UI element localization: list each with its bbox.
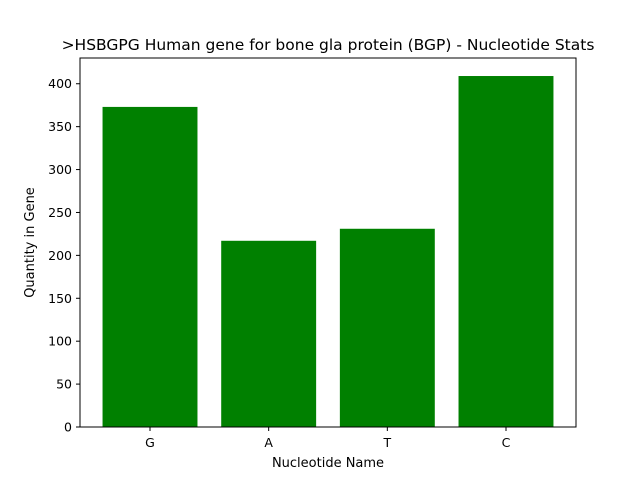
x-tick-label: T xyxy=(383,435,392,450)
x-axis-label: Nucleotide Name xyxy=(272,456,384,471)
y-tick-label: 200 xyxy=(48,248,72,263)
bar-C xyxy=(458,76,554,427)
y-tick-label: 50 xyxy=(56,377,72,392)
y-tick-label: 0 xyxy=(64,420,72,435)
y-tick-label: 300 xyxy=(48,162,72,177)
x-tick-label: G xyxy=(145,435,155,450)
y-tick-label: 350 xyxy=(48,119,72,134)
y-tick-label: 400 xyxy=(48,76,72,91)
y-axis-label: Quantity in Gene xyxy=(23,187,38,298)
y-tick-label: 100 xyxy=(48,334,72,349)
bar-T xyxy=(339,228,435,427)
bar-A xyxy=(221,240,317,427)
y-tick-label: 250 xyxy=(48,205,72,220)
x-tick-label: C xyxy=(502,435,511,450)
y-axis: 0 50 100 150 200 250 300 350 400 xyxy=(48,76,80,435)
y-tick-label: 150 xyxy=(48,291,72,306)
plot-frame xyxy=(79,57,577,428)
bar-G xyxy=(102,106,198,428)
bars-group xyxy=(102,76,554,428)
chart-title: >HSBGPG Human gene for bone gla protein … xyxy=(62,36,595,54)
x-tick-label: A xyxy=(264,435,273,450)
